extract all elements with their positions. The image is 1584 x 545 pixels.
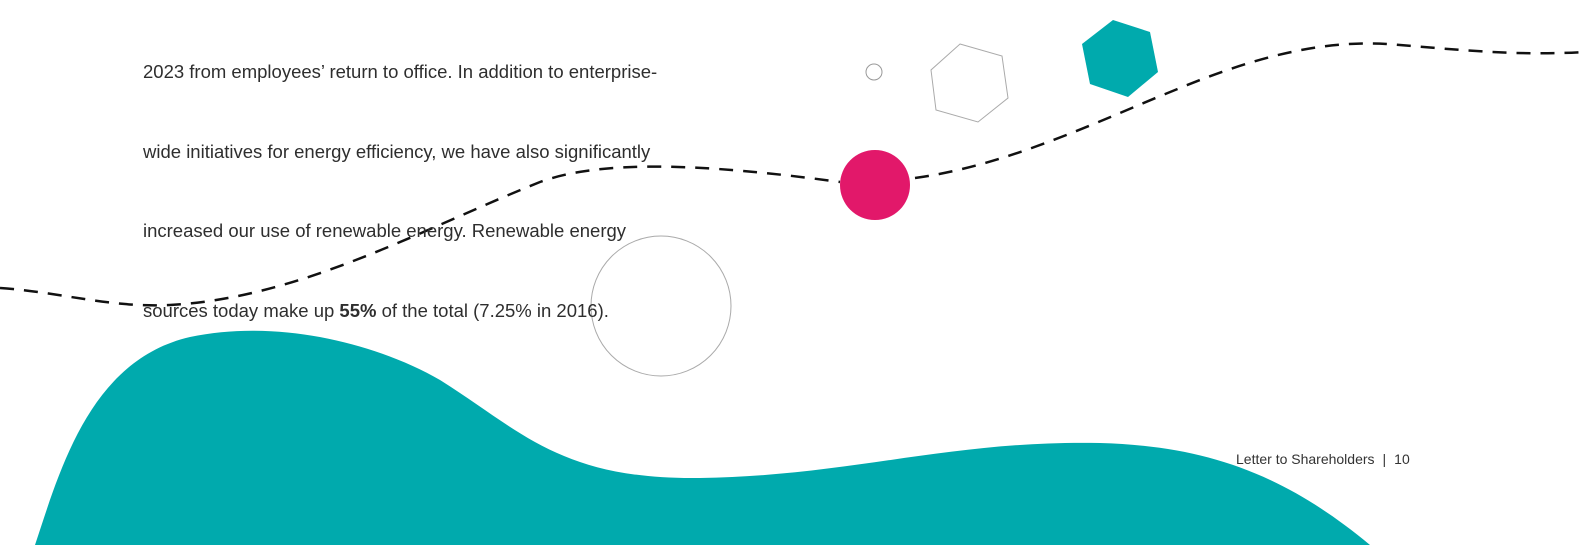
bold-figure: 55% xyxy=(339,299,377,321)
text: sources today make up xyxy=(143,299,340,321)
text-line: increased our use of renewable energy. R… xyxy=(143,220,627,241)
page-number: 10 xyxy=(1394,451,1410,467)
text-line: wide initiatives for energy efficiency, … xyxy=(143,140,651,162)
section-name: Letter to Shareholders xyxy=(1236,451,1375,467)
text-line: sources today make up 55% of the total (… xyxy=(143,298,657,325)
separator: | xyxy=(1382,451,1387,467)
outline-hexagon xyxy=(930,43,1009,123)
outline-circle xyxy=(590,235,732,377)
footer: Letter to Shareholders | 10 xyxy=(1236,451,1410,467)
small-circle xyxy=(865,63,883,81)
dashed-path xyxy=(0,42,1584,307)
teal-hexagon xyxy=(1082,20,1158,97)
teal-wave xyxy=(35,330,1370,545)
pink-circle xyxy=(840,150,910,220)
paragraph: 2023 from employees’ return to office. I… xyxy=(143,6,657,351)
text: of the total (7.25% in 2016). xyxy=(376,299,609,321)
text-line: 2023 from employees’ return to office. I… xyxy=(143,61,658,82)
